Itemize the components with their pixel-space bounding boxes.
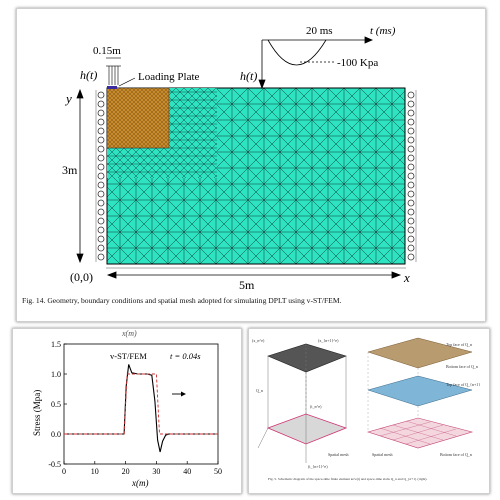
bottom-slab-face: [268, 414, 346, 444]
y-tick-label-4: 1.5: [51, 340, 61, 349]
y-tick-label-1: 0.0: [51, 430, 61, 439]
x-tick-label-0: 0: [62, 467, 66, 476]
plate-width-label: 0.15m: [93, 45, 121, 57]
left-label-3: Q_n: [256, 388, 263, 393]
y-axis-title: Stress (Mpa): [32, 390, 42, 436]
left-label-1: (x_n^e): [252, 338, 265, 343]
load-symbol-left: h(t): [80, 68, 97, 82]
right-roller-supports: [408, 92, 414, 260]
pressure-label: -100 Kpa: [337, 57, 378, 69]
left-label-2: (x_{n+1}^e): [318, 338, 339, 343]
load-arrows: [106, 58, 121, 85]
x-tick-label-3: 30: [152, 467, 160, 476]
right-label-1: Top face of Q_n: [446, 342, 472, 347]
geometry-figure: 0.15m h(t) Loading Plate 20 ms t (ms) -1…: [0, 0, 500, 320]
chart-top-label: x(m): [121, 329, 137, 338]
stress-chart: x(m) 0 10 20 30 40 50 -0.5 0.0 0.5 1.0 1.5 v-ST/FE…: [12, 328, 240, 492]
figure-5-caption: Fig. 5. Schematic diagram of the space-t…: [268, 477, 478, 481]
loading-plate: [107, 86, 117, 89]
right-label-4: Spatial mesh: [372, 452, 393, 457]
loading-plate-label: Loading Plate: [138, 71, 200, 83]
load-symbol-right: h(t): [240, 69, 257, 83]
height-label: 3m: [62, 163, 78, 177]
x-axis-title: x(m): [131, 478, 149, 488]
x-tick-label-1: 10: [91, 467, 99, 476]
left-label-5: (t_{n+1}^e): [308, 464, 328, 469]
origin-label: (0,0): [70, 270, 93, 284]
time-axis-label: t (ms): [370, 25, 396, 37]
y-tick-label-0: -0.5: [48, 460, 61, 469]
chart-title: v-ST/FEM: [110, 351, 147, 361]
space-time-diagram: (x_n^e) (x_{n+1}^e) Q_n (t_n^e) (t_{n+1}…: [248, 328, 488, 478]
time-20ms-label: 20 ms: [306, 25, 333, 37]
right-label-2: Bottom face of Q_n: [446, 364, 478, 369]
figure-14-caption: Fig. 14. Geometry, boundary conditions a…: [22, 296, 482, 305]
right-label-5: Bottom face of Q_n: [440, 452, 472, 457]
y-tick-label-3: 1.0: [51, 370, 61, 379]
chart-annotation: t = 0.04s: [170, 351, 201, 361]
x-tick-label-5: 50: [214, 467, 222, 476]
x-tick-label-2: 20: [122, 467, 130, 476]
right-label-3: Top face of Q_{n+1}: [446, 382, 480, 387]
left-label-6: Spatial mesh: [328, 452, 349, 457]
left-label-4: (t_n^e): [310, 404, 322, 409]
loading-plate-pointer: [119, 78, 135, 86]
top-slab-face: [268, 344, 346, 372]
x-axis-label: x: [403, 270, 410, 285]
y-tick-label-2: 0.5: [51, 400, 61, 409]
width-label: 5m: [239, 278, 255, 292]
y-axis-label: y: [64, 91, 72, 106]
slab-middle-blue: [368, 376, 472, 406]
x-tick-label-4: 40: [183, 467, 191, 476]
fine-mesh-region: [107, 88, 169, 148]
plot-frame: [64, 344, 218, 464]
left-roller-supports: [98, 92, 104, 260]
